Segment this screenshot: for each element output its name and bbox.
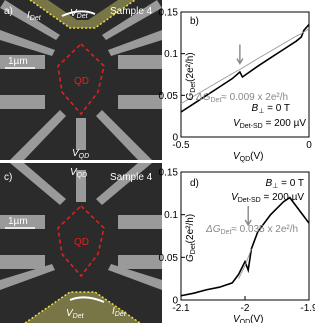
field-label: B⊥ = 0 T xyxy=(266,178,304,190)
bias-label-rest: = 200 µV xyxy=(261,192,305,203)
current-arrow xyxy=(69,296,105,303)
annotation-main: ΔG xyxy=(205,224,221,235)
y-tick-label: 0 xyxy=(172,296,178,307)
y-tick-label: 0.1 xyxy=(164,49,178,60)
x-axis-label-main: V xyxy=(233,314,241,323)
plot-frame xyxy=(180,11,310,138)
field-label-sub: ⊥ xyxy=(272,183,278,190)
qd-gate-label: VQD xyxy=(72,148,89,160)
qd-gate-label: VQD xyxy=(70,167,87,179)
panel-label: c) xyxy=(4,172,12,183)
qd-label: QD xyxy=(74,237,89,248)
y-tick-label: 0.15 xyxy=(159,8,179,19)
step-arrow xyxy=(244,206,252,227)
qd-label: QD xyxy=(74,76,89,87)
field-label-rest: = 0 T xyxy=(278,178,304,189)
y-tick-label: 0.15 xyxy=(159,168,179,179)
x-tick-label: -2.1 xyxy=(172,303,190,314)
det-gate-label: VDet xyxy=(70,8,89,20)
x-tick-label: 0 xyxy=(306,140,312,151)
sem-image-c xyxy=(0,163,162,324)
y-axis-label-main: G xyxy=(185,254,196,262)
x-tick-label: -0.5 xyxy=(172,140,190,151)
bias-label-sub: Det-SD xyxy=(240,123,263,130)
bias-label-rest: = 200 µV xyxy=(263,118,307,129)
current-arrow xyxy=(61,10,96,17)
y-axis-label-rest: (2e²/h) xyxy=(185,214,196,243)
annotation-rest: ≈ 0.035 x 2e²/h xyxy=(231,224,298,235)
x-axis-label-main: V xyxy=(233,151,241,162)
field-label-rest: = 0 T xyxy=(264,103,290,114)
annotation-rest: ≈ 0.009 x 2e²/h xyxy=(221,92,288,103)
bias-label: VDet-SD = 200 µV xyxy=(231,192,304,204)
y-axis-label-sub: Det xyxy=(190,82,197,93)
bias-label: VDet-SD = 200 µV xyxy=(233,118,306,130)
x-axis-label-rest: (V) xyxy=(250,151,263,162)
step-arrow xyxy=(236,44,244,65)
bias-label-main: V xyxy=(231,192,239,203)
sample-label: Sample 4 xyxy=(110,172,153,183)
y-tick-label: 0 xyxy=(172,133,178,144)
field-label-main: B xyxy=(266,178,273,189)
field-label-main: B xyxy=(252,103,259,114)
data-line xyxy=(180,23,310,113)
y-axis-label-rest: (2e²/h) xyxy=(185,52,196,81)
field-label-sub: ⊥ xyxy=(258,108,264,115)
data-line xyxy=(238,248,252,279)
x-axis-label: VQD(V) xyxy=(233,151,264,163)
annotation: ΔGDet≈ 0.035 x 2e²/h xyxy=(205,224,298,236)
det-gate-label: VDet xyxy=(66,308,85,320)
x-tick-label: -1.9 xyxy=(300,303,315,314)
x-tick-label: -2 xyxy=(241,303,250,314)
y-axis-label: GDet(2e²/h) xyxy=(185,214,197,262)
current-label: IDet xyxy=(27,10,42,22)
y-axis-label: GDet(2e²/h) xyxy=(185,52,197,100)
bias-label-main: V xyxy=(233,118,241,129)
bias-label-sub: Det-SD xyxy=(238,197,261,204)
annotation-main: ΔG xyxy=(195,92,211,103)
x-axis-label-sub: QD xyxy=(240,319,251,323)
panel-label: b) xyxy=(190,16,199,27)
current-label: IDet xyxy=(112,306,127,318)
data-line xyxy=(180,196,310,297)
y-tick-label: 0.05 xyxy=(159,91,179,102)
annotation: ΔGDet≈ 0.009 x 2e²/h xyxy=(195,92,288,104)
sample-label: Sample 4 xyxy=(110,6,153,17)
y-axis-label-sub: Det xyxy=(190,243,197,254)
scale-label: 1µm xyxy=(8,56,28,67)
field-label: B⊥ = 0 T xyxy=(252,103,290,115)
y-tick-label: 0.1 xyxy=(164,210,178,221)
annotation-sub: Det xyxy=(221,229,232,236)
y-tick-label: 0.05 xyxy=(159,253,179,264)
panel-label: a) xyxy=(4,6,13,17)
data-line xyxy=(180,28,310,105)
x-axis-label-sub: QD xyxy=(240,156,251,163)
panel-label: d) xyxy=(190,178,199,189)
sem-image-a xyxy=(0,0,162,160)
y-axis-label-main: G xyxy=(185,93,196,101)
x-axis-label-rest: (V) xyxy=(250,314,263,323)
annotation-sub: Det xyxy=(211,97,222,104)
scale-label: 1µm xyxy=(8,216,28,227)
